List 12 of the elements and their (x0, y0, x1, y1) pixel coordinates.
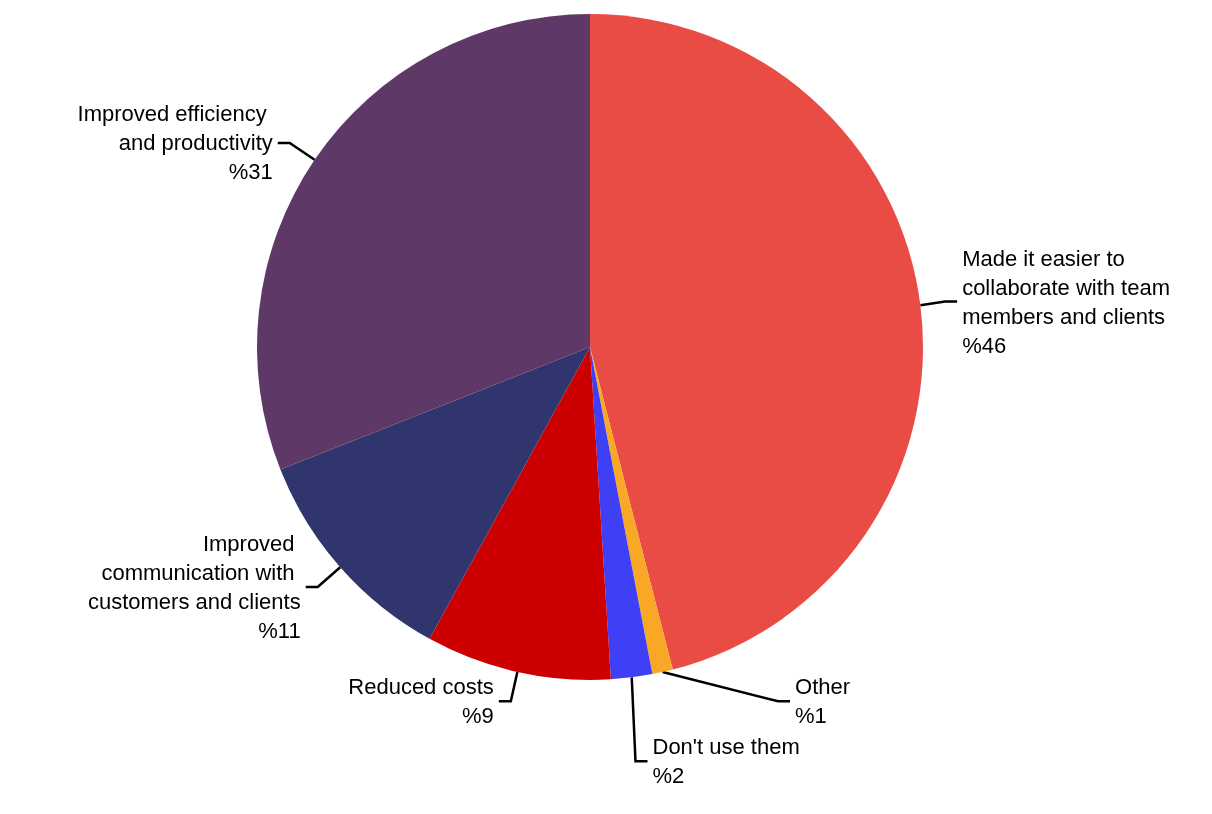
slice-label: Improved communication with customers and clients (87, 531, 301, 615)
data-label: %46 (962, 332, 1007, 358)
slice-label: Other (795, 674, 851, 700)
data-label: %1 (795, 703, 827, 729)
slice-label: Made it easier to collaborate with team members and clients (962, 245, 1177, 329)
data-label: %9 (462, 703, 494, 729)
data-label: %2 (652, 763, 685, 789)
slice-label: Improved efficiency and productivity (77, 101, 273, 156)
data-label: %11 (258, 618, 301, 644)
slice-label: Reduced costs (348, 674, 494, 700)
data-label: %31 (228, 159, 273, 185)
slice-label: Don't use them (652, 734, 800, 760)
